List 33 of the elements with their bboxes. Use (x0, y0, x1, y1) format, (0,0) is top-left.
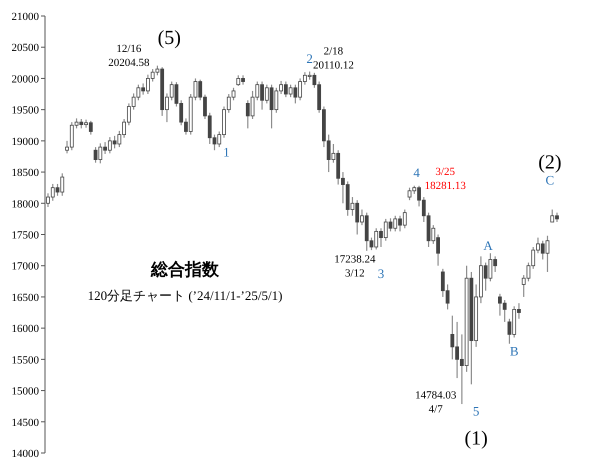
y-tick-label: 18500 (12, 167, 40, 180)
annotation: 5 (472, 404, 480, 419)
annotation: 3 (378, 266, 384, 282)
annotation: 2 (306, 50, 313, 66)
annotation: 12/16 20204.58 (108, 43, 150, 69)
y-tick-label: 20500 (12, 42, 40, 54)
annotation: 4 (413, 165, 420, 180)
y-tick-label: 15000 (12, 386, 40, 398)
annotation: 2/18 20110.12 (313, 46, 354, 72)
annotation: 17238.24 3/12 (334, 254, 376, 280)
y-tick-label: 19500 (12, 104, 40, 117)
annotation: (2) (538, 151, 562, 174)
y-tick-label: 21000 (12, 11, 40, 23)
y-tick-label: 16500 (12, 292, 40, 304)
annotation: (5) (158, 27, 181, 50)
y-tick-label: 18000 (12, 198, 40, 210)
y-tick-label: 20000 (12, 73, 40, 86)
y-tick-label: 19000 (12, 136, 40, 148)
annotation: B (510, 344, 519, 359)
annotation: 3/25 18281.13 (424, 166, 466, 192)
annotation: C (546, 172, 554, 188)
text: 120分足チャート (’24/11/1-’25/5/1) (88, 288, 282, 303)
annotation: A (483, 238, 494, 254)
y-tick-label: 17000 (12, 260, 40, 273)
y-tick-label: 14000 (12, 448, 40, 460)
y-tick-label: 17500 (12, 230, 40, 242)
y-tick-label: 15500 (12, 354, 40, 366)
annotation: 14784.03 4/7 (415, 390, 457, 416)
y-tick-label: 14500 (12, 416, 40, 429)
y-tick-label: 16000 (12, 323, 40, 336)
annotation: (1) (464, 427, 488, 450)
annotation: 1 (223, 144, 230, 160)
text: 総合指数 (150, 260, 220, 279)
